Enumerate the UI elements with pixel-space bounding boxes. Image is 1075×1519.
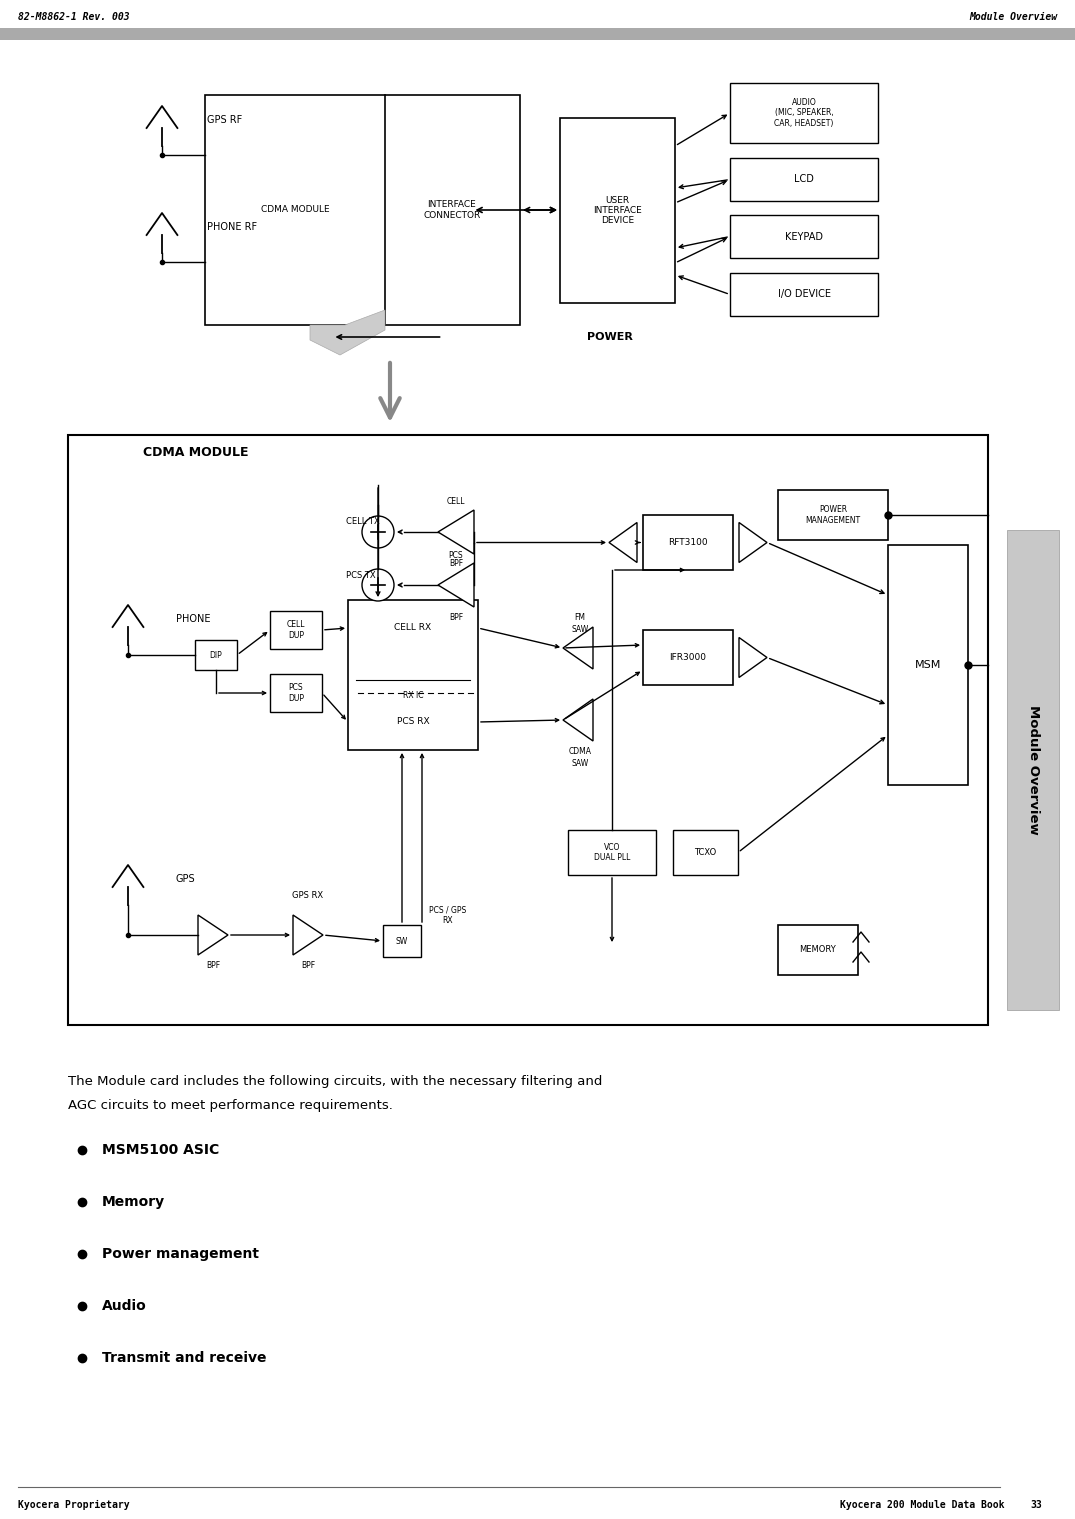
Text: USER
INTERFACE
DEVICE: USER INTERFACE DEVICE xyxy=(593,196,642,225)
Text: CELL RX: CELL RX xyxy=(395,623,431,632)
FancyBboxPatch shape xyxy=(888,545,968,785)
Text: INTERFACE
CONNECTOR: INTERFACE CONNECTOR xyxy=(424,201,481,220)
FancyBboxPatch shape xyxy=(195,639,236,670)
Text: The Module card includes the following circuits, with the necessary filtering an: The Module card includes the following c… xyxy=(68,1075,602,1088)
Text: PCS
DUP: PCS DUP xyxy=(288,684,304,703)
Polygon shape xyxy=(293,914,322,955)
Text: CDMA MODULE: CDMA MODULE xyxy=(143,445,248,459)
FancyBboxPatch shape xyxy=(730,84,878,143)
Text: Memory: Memory xyxy=(102,1195,166,1209)
FancyBboxPatch shape xyxy=(643,630,733,685)
Circle shape xyxy=(362,570,395,602)
Text: MSM: MSM xyxy=(915,659,942,670)
FancyBboxPatch shape xyxy=(568,829,656,875)
FancyBboxPatch shape xyxy=(68,434,988,1025)
Text: FM: FM xyxy=(574,614,586,623)
Text: BPF: BPF xyxy=(449,559,463,568)
FancyBboxPatch shape xyxy=(730,216,878,258)
Text: I/O DEVICE: I/O DEVICE xyxy=(777,290,831,299)
Text: GPS RX: GPS RX xyxy=(292,890,324,899)
Text: DIP: DIP xyxy=(210,650,223,659)
FancyBboxPatch shape xyxy=(270,674,322,712)
Text: Audio: Audio xyxy=(102,1299,147,1312)
Text: SAW: SAW xyxy=(572,626,589,635)
Text: KEYPAD: KEYPAD xyxy=(785,231,823,242)
Text: SW: SW xyxy=(396,937,408,945)
FancyBboxPatch shape xyxy=(205,96,520,325)
Text: AGC circuits to meet performance requirements.: AGC circuits to meet performance require… xyxy=(68,1100,392,1112)
Text: Module Overview: Module Overview xyxy=(969,12,1057,21)
FancyBboxPatch shape xyxy=(778,925,858,975)
Text: SAW: SAW xyxy=(572,760,589,769)
Text: POWER: POWER xyxy=(587,333,633,342)
Text: PCS RX: PCS RX xyxy=(397,717,429,726)
Polygon shape xyxy=(563,699,593,741)
Text: RFT3100: RFT3100 xyxy=(669,538,707,547)
Text: MSM5100 ASIC: MSM5100 ASIC xyxy=(102,1142,219,1157)
Text: VCO
DUAL PLL: VCO DUAL PLL xyxy=(593,843,630,863)
FancyBboxPatch shape xyxy=(643,515,733,570)
FancyBboxPatch shape xyxy=(730,158,878,201)
Text: Module Overview: Module Overview xyxy=(1027,705,1040,835)
Text: BPF: BPF xyxy=(449,612,463,621)
FancyBboxPatch shape xyxy=(1007,530,1059,1010)
Text: CELL
DUP: CELL DUP xyxy=(287,620,305,639)
Text: BPF: BPF xyxy=(301,960,315,969)
FancyBboxPatch shape xyxy=(560,118,675,302)
Polygon shape xyxy=(438,564,474,608)
FancyBboxPatch shape xyxy=(778,491,888,539)
Polygon shape xyxy=(198,914,228,955)
Text: Kyocera Proprietary: Kyocera Proprietary xyxy=(18,1499,130,1510)
FancyBboxPatch shape xyxy=(0,27,1075,39)
Text: TCXO: TCXO xyxy=(694,848,717,857)
Text: GPS: GPS xyxy=(176,873,196,884)
Text: 82-M8862-1 Rev. 003: 82-M8862-1 Rev. 003 xyxy=(18,12,130,21)
Text: CELL: CELL xyxy=(447,498,465,506)
Text: 33: 33 xyxy=(1030,1499,1042,1510)
Polygon shape xyxy=(610,523,637,562)
FancyBboxPatch shape xyxy=(673,829,739,875)
Text: Kyocera 200 Module Data Book: Kyocera 200 Module Data Book xyxy=(840,1499,1004,1510)
Text: LCD: LCD xyxy=(794,175,814,184)
Text: IFR3000: IFR3000 xyxy=(670,653,706,662)
Text: CDMA MODULE: CDMA MODULE xyxy=(261,205,329,214)
Text: MEMORY: MEMORY xyxy=(800,945,836,954)
Text: AUDIO
(MIC, SPEAKER,
CAR, HEADSET): AUDIO (MIC, SPEAKER, CAR, HEADSET) xyxy=(774,99,834,128)
Text: RX IC: RX IC xyxy=(403,691,424,700)
Polygon shape xyxy=(563,627,593,668)
Text: PCS / GPS
RX: PCS / GPS RX xyxy=(429,905,467,925)
FancyBboxPatch shape xyxy=(270,611,322,649)
FancyBboxPatch shape xyxy=(383,925,421,957)
Polygon shape xyxy=(438,510,474,554)
Text: Power management: Power management xyxy=(102,1247,259,1261)
Text: PCS: PCS xyxy=(448,550,463,559)
Polygon shape xyxy=(739,523,766,562)
Circle shape xyxy=(362,516,395,548)
FancyBboxPatch shape xyxy=(730,273,878,316)
Text: CELL TX: CELL TX xyxy=(346,518,379,527)
Text: Transmit and receive: Transmit and receive xyxy=(102,1350,267,1366)
Text: PHONE: PHONE xyxy=(176,614,211,624)
FancyBboxPatch shape xyxy=(348,600,478,750)
Text: POWER
MANAGEMENT: POWER MANAGEMENT xyxy=(805,506,861,524)
Polygon shape xyxy=(739,638,766,677)
Text: GPS RF: GPS RF xyxy=(207,115,242,125)
Polygon shape xyxy=(310,310,385,355)
Text: PCS TX: PCS TX xyxy=(346,571,375,580)
Text: BPF: BPF xyxy=(206,960,220,969)
Text: PHONE RF: PHONE RF xyxy=(207,222,257,232)
Text: CDMA: CDMA xyxy=(569,747,591,756)
